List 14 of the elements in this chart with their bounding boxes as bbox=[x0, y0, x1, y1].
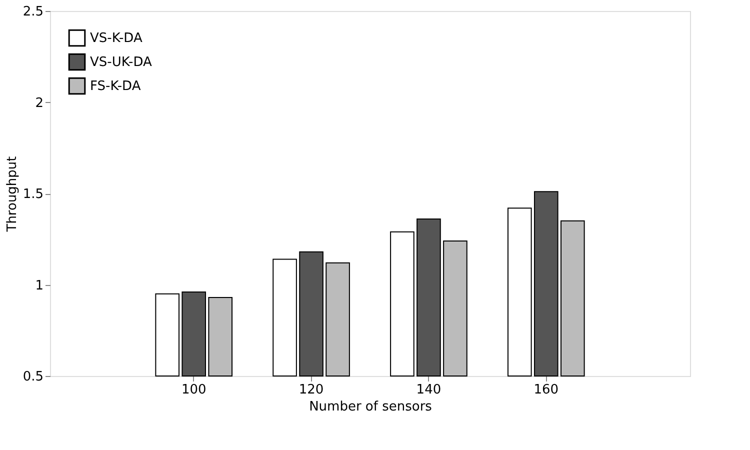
y-tick-label: 1.5 bbox=[22, 187, 44, 202]
y-tick-label: 2 bbox=[35, 96, 44, 111]
legend-label: VS-UK-DA bbox=[90, 55, 152, 70]
y-tick-label: 0.5 bbox=[22, 370, 44, 384]
x-tick-label: 140 bbox=[416, 382, 442, 398]
legend-label: VS-K-DA bbox=[90, 31, 142, 46]
legend-label: FS-K-DA bbox=[90, 79, 141, 94]
y-tick-label: 1 bbox=[35, 278, 44, 294]
x-tick-label: 160 bbox=[534, 382, 559, 398]
y-axis-title: Throughput bbox=[4, 156, 20, 233]
y-tick-label: 2.5 bbox=[22, 4, 44, 20]
x-axis-title: Number of sensors bbox=[309, 400, 432, 414]
x-tick-label: 100 bbox=[181, 382, 206, 398]
x-tick-label: 120 bbox=[298, 382, 324, 398]
